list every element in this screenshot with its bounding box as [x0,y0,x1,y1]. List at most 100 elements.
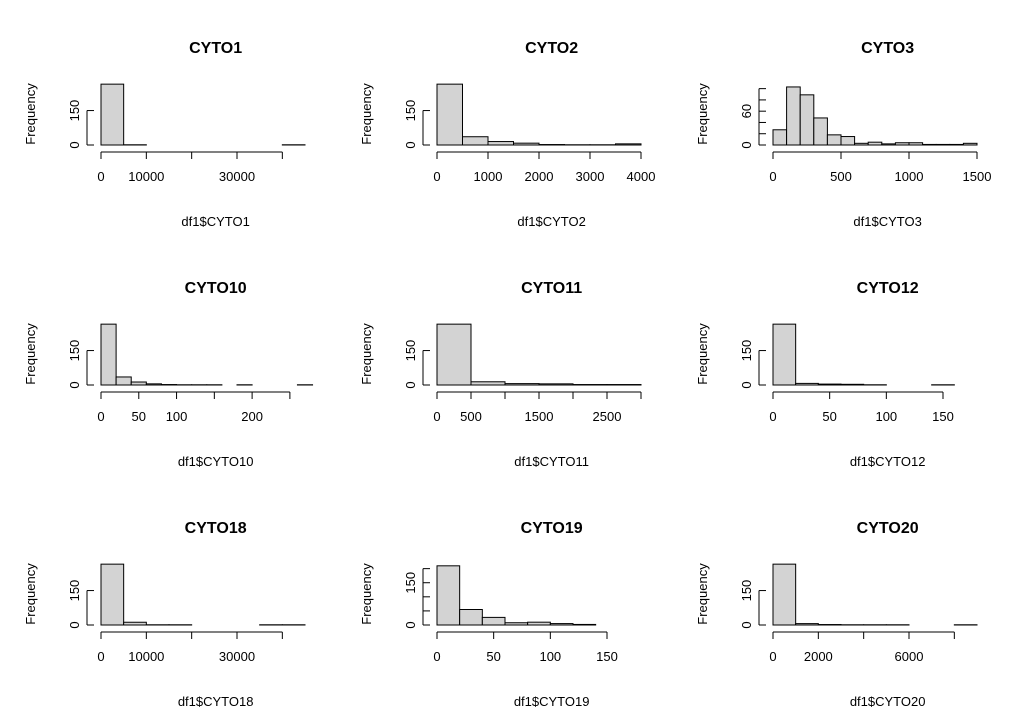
histogram-bar [459,609,483,626]
histogram-bar [908,142,924,146]
y-tick-label: 0 [739,381,754,388]
histogram-panel-cyto19: CYTO19 0 50 100 150 0 150 df1$CYTO19 Frequency [359,520,618,709]
y-tick-label: 0 [403,141,418,148]
x-tick-label: 3000 [576,169,605,184]
histogram-bar [436,565,461,626]
histogram-bar [123,621,147,626]
x-tick-label: 200 [241,409,263,424]
x-tick-label: 1500 [963,169,992,184]
x-tick-label: 6000 [895,649,924,664]
y-axis-label: Frequency [695,323,710,385]
histogram-bar [813,117,828,146]
x-axis-label: df1$CYTO3 [853,214,921,229]
x-tick-label: 10000 [128,169,164,184]
histogram-bar [572,623,597,626]
x-tick-label: 150 [596,649,618,664]
x-tick-label: 0 [769,649,776,664]
y-tick-label: 0 [403,621,418,628]
x-tick-label: 4000 [627,169,656,184]
x-axis-label: df1$CYTO18 [178,694,254,709]
x-axis-label: df1$CYTO20 [850,694,926,709]
x-tick-label: 100 [539,649,561,664]
y-axis-label: Frequency [359,563,374,625]
x-tick-label: 0 [433,169,440,184]
y-axis-label: Frequency [359,323,374,385]
panel-title: CYTO10 [185,280,247,297]
histogram-panel-cyto12: CYTO12 0 50 100 150 0 150 df1$CYTO12 Frequency [695,280,955,469]
histogram-bar [772,323,797,386]
histogram-bar [504,383,540,386]
histogram-panel-cyto18: CYTO18 0 10000 30000 0 150 df1$CYTO18 Frequency [23,520,306,709]
y-tick-label: 0 [403,381,418,388]
histogram-panel-cyto3: CYTO3 0 500 1000 1500 0 60 df1$CYTO3 Frequency [695,40,991,229]
x-tick-label: 50 [822,409,836,424]
y-tick-label: 0 [739,621,754,628]
y-axis-label: Frequency [695,563,710,625]
y-tick-label: 150 [67,100,82,122]
histogram-bar [100,563,125,626]
histogram-bar [795,382,819,386]
x-axis-label: df1$CYTO2 [517,214,585,229]
y-axis-label: Frequency [359,83,374,145]
histogram-bar [513,142,540,146]
histogram-bar [527,621,551,626]
x-tick-label: 0 [433,649,440,664]
histogram-bar [436,83,463,146]
histogram-bar [772,129,788,146]
y-tick-label: 150 [67,340,82,362]
histogram-bar [881,143,896,146]
x-tick-label: 2500 [593,409,622,424]
histogram-panel-cyto20: CYTO20 0 2000 6000 0 150 df1$CYTO20 Frequency [695,520,978,709]
histogram-bar [145,383,162,386]
x-axis-label: df1$CYTO12 [850,454,926,469]
y-tick-label: 0 [67,141,82,148]
x-tick-label: 0 [433,409,440,424]
histogram-bar [949,143,964,146]
x-tick-label: 100 [875,409,897,424]
histogram-panel-cyto1: CYTO1 0 10000 30000 0 150 df1$CYTO1 Frequency [23,40,306,229]
histogram-bar [826,134,842,146]
y-tick-label: 150 [403,100,418,122]
histogram-bar [962,142,978,146]
histogram-bar [487,141,514,146]
x-tick-label: 30000 [219,169,255,184]
x-tick-label: 0 [97,409,104,424]
y-axis-label: Frequency [23,83,38,145]
panel-title: CYTO1 [189,40,242,57]
histogram-bar [786,86,801,146]
histogram-bar [894,142,910,146]
histogram-bar [817,383,842,386]
y-tick-label: 0 [67,621,82,628]
histogram-bar [504,622,529,626]
panel-title: CYTO2 [525,40,578,57]
y-axis-label: Frequency [23,323,38,385]
y-tick-label: 0 [67,381,82,388]
y-tick-label: 150 [739,340,754,362]
histogram-panel-cyto10: CYTO10 0 50 100 200 0 150 df1$CYTO10 Frequency [23,280,314,469]
histogram-bar [436,323,472,386]
panel-title: CYTO19 [521,520,583,537]
x-tick-label: 10000 [128,649,164,664]
x-tick-label: 500 [830,169,852,184]
y-axis-label: Frequency [695,83,710,145]
histogram-bar [922,143,937,146]
histogram-bar [840,136,856,146]
x-tick-label: 50 [132,409,146,424]
y-tick-label: 150 [403,572,418,594]
x-tick-label: 1000 [895,169,924,184]
x-tick-label: 1000 [474,169,503,184]
x-axis-label: df1$CYTO11 [514,454,589,469]
x-tick-label: 150 [932,409,954,424]
y-tick-label: 60 [739,104,754,118]
histogram-bar [795,623,819,626]
x-tick-label: 100 [166,409,188,424]
histogram-bar [481,616,506,626]
x-tick-label: 0 [769,409,776,424]
x-tick-label: 1500 [525,409,554,424]
y-axis-label: Frequency [23,563,38,625]
panel-title: CYTO3 [861,40,914,57]
x-tick-label: 2000 [804,649,833,664]
histogram-bar [130,381,147,386]
x-tick-label: 0 [97,169,104,184]
